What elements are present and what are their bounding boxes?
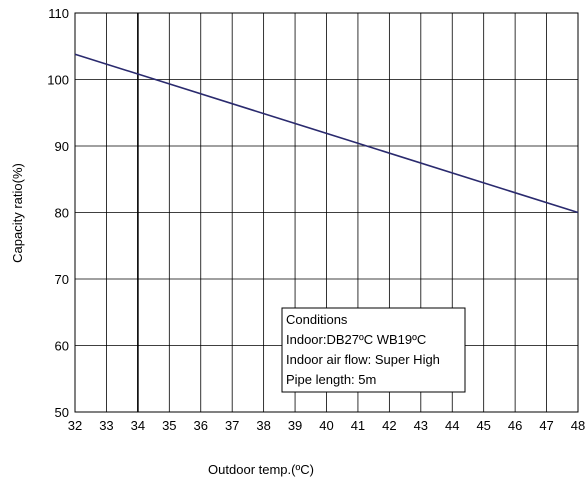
y-tick-label: 100: [47, 73, 69, 88]
y-tick-label: 90: [55, 139, 69, 154]
x-tick-label: 33: [99, 418, 113, 433]
x-tick-label: 48: [571, 418, 585, 433]
x-tick-label: 32: [68, 418, 82, 433]
y-axis-label: Capacity ratio(%): [10, 163, 25, 263]
y-tick-labels: 50 60 70 80 90 100 110: [47, 6, 69, 420]
conditions-line: Indoor:DB27ºC WB19ºC: [286, 332, 426, 347]
x-tick-label: 47: [539, 418, 553, 433]
x-tick-label: 45: [476, 418, 490, 433]
y-tick-label: 70: [55, 272, 69, 287]
conditions-box-frame: [281, 307, 466, 393]
x-tick-label: 43: [414, 418, 428, 433]
series-layer: [74, 53, 579, 214]
x-tick-label: 42: [382, 418, 396, 433]
x-tick-label: 39: [288, 418, 302, 433]
capacity-ratio-line: [74, 53, 579, 214]
x-tick-label: 35: [162, 418, 176, 433]
x-axis-label: Outdoor temp.(ºC): [208, 462, 314, 477]
x-tick-label: 34: [131, 418, 145, 433]
y-tick-label: 110: [48, 6, 69, 21]
x-tick-label: 41: [351, 418, 365, 433]
conditions-line: Indoor air flow: Super High: [286, 352, 440, 367]
x-tick-label: 38: [256, 418, 270, 433]
x-tick-label: 36: [194, 418, 208, 433]
x-tick-label: 44: [445, 418, 459, 433]
conditions-line: Pipe length: 5m: [286, 372, 376, 387]
y-tick-label: 60: [55, 339, 69, 354]
x-tick-labels: 32 33 34 35 36 37 38 39 40 41 42 43 44 45 46 47 48: [68, 418, 585, 433]
x-tick-label: 40: [319, 418, 333, 433]
conditions-box: Conditions Indoor:DB27ºC WB19ºC Indoor a…: [281, 307, 466, 393]
y-tick-label: 50: [55, 405, 69, 420]
conditions-line: Conditions: [286, 312, 348, 327]
y-tick-label: 80: [55, 206, 69, 221]
x-tick-label: 46: [508, 418, 522, 433]
x-tick-label: 37: [225, 418, 239, 433]
